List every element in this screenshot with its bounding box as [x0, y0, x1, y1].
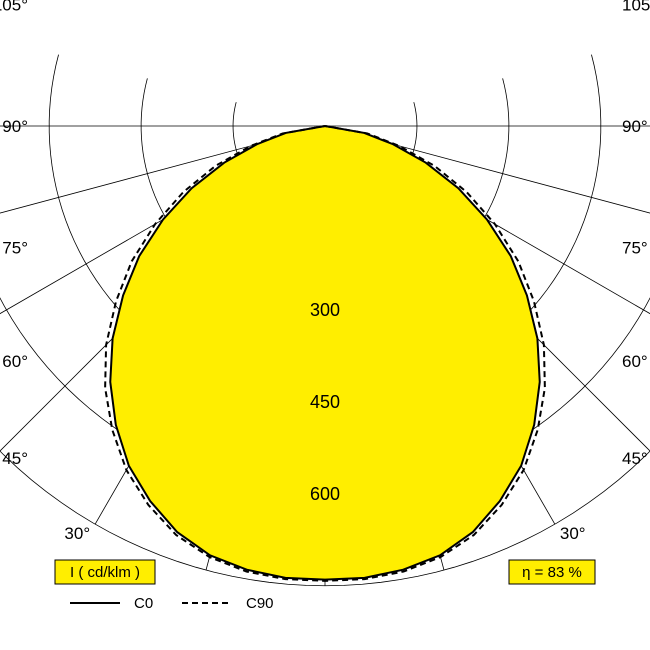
legend-label: C0: [134, 595, 153, 612]
angle-label-left: 45°: [2, 449, 28, 468]
angle-label-right: 60°: [622, 352, 648, 371]
radial-tick-label: 300: [310, 300, 340, 320]
angle-labels-left: 105° 90° 75° 60° 45° 30°: [0, 0, 90, 543]
angle-label-right: 45°: [622, 449, 648, 468]
angle-label-right: 105°: [622, 0, 650, 14]
angle-label-left: 60°: [2, 352, 28, 371]
legend: C0 C90: [70, 595, 274, 612]
angle-label-right: 90°: [622, 117, 648, 136]
radial-tick-label: 450: [310, 392, 340, 412]
eta-box-label: η = 83 %: [522, 564, 582, 581]
angle-label-right: 75°: [622, 239, 648, 258]
angle-labels-right: 105° 90° 75° 60° 45° 30°: [560, 0, 650, 543]
polar-chart: 300 450 600 105° 90° 75° 60° 45° 30° 105° 90° 75°…: [0, 0, 650, 650]
fill-region: [110, 126, 540, 580]
angle-label-right: 30°: [560, 524, 586, 543]
angle-label-left: 30°: [64, 524, 90, 543]
radial-tick-label: 600: [310, 484, 340, 504]
angle-label-left: 90°: [2, 117, 28, 136]
angle-label-left: 105°: [0, 0, 28, 14]
angle-label-left: 75°: [2, 239, 28, 258]
unit-box-label: I ( cd/klm ): [70, 564, 140, 581]
legend-label: C90: [246, 595, 274, 612]
